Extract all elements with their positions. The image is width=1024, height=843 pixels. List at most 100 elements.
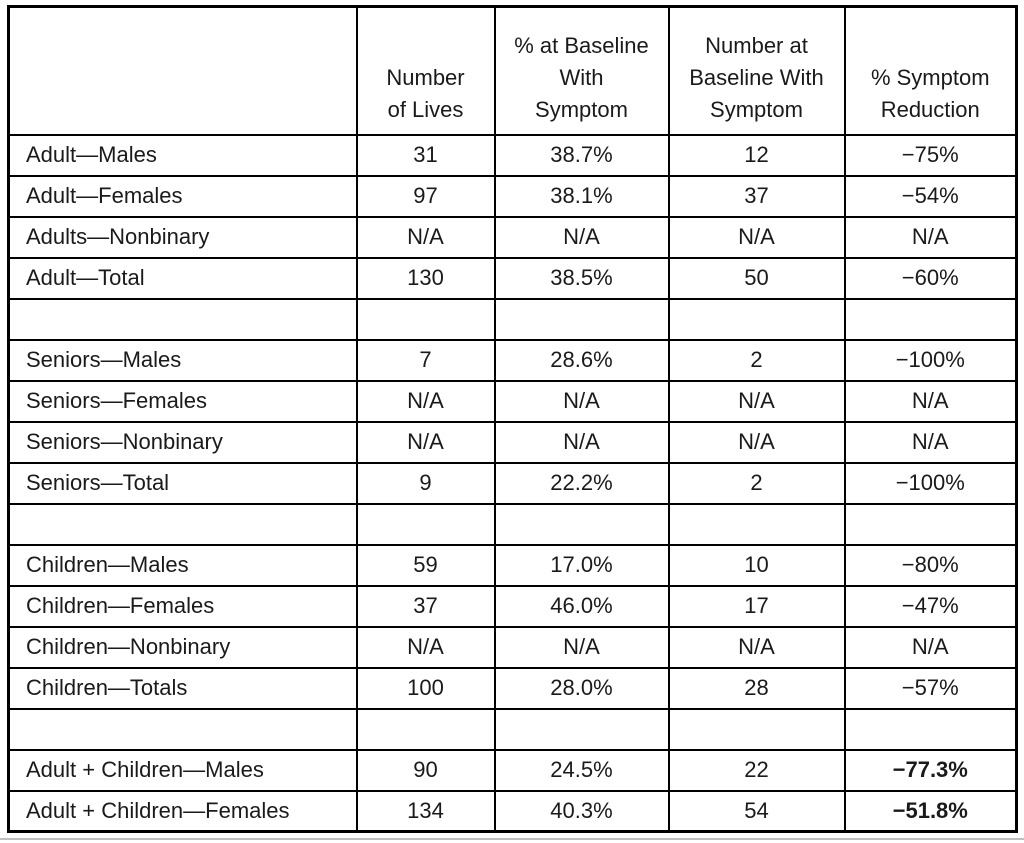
row-label: Children—Females [7, 584, 358, 628]
cell-number-of-lives: 7 [355, 338, 496, 382]
cell-number-at-baseline-with-symptom: 28 [667, 666, 846, 710]
empty-cell [843, 297, 1018, 341]
table-row: Children—Totals 100 28.0% 28 −57% [7, 666, 1018, 710]
table-row: Seniors—Females N/A N/A N/A N/A [7, 379, 1018, 423]
cell-number-of-lives: N/A [355, 420, 496, 464]
empty-cell [667, 707, 846, 751]
column-header-pct-symptom-reduction: % Symptom Reduction [843, 5, 1018, 136]
row-label: Adult—Males [7, 133, 358, 177]
empty-cell [843, 502, 1018, 546]
table-row: Seniors—Total 9 22.2% 2 −100% [7, 461, 1018, 505]
cell-number-of-lives: 100 [355, 666, 496, 710]
empty-cell [355, 297, 496, 341]
cell-pct-at-baseline-with-symptom: 22.2% [493, 461, 670, 505]
cell-number-at-baseline-with-symptom: N/A [667, 379, 846, 423]
cell-pct-at-baseline-with-symptom: 46.0% [493, 584, 670, 628]
spacer-row [7, 297, 1018, 341]
cell-pct-symptom-reduction: −57% [843, 666, 1018, 710]
cell-pct-at-baseline-with-symptom: 17.0% [493, 543, 670, 587]
cell-number-at-baseline-with-symptom: 37 [667, 174, 846, 218]
row-label: Seniors—Nonbinary [7, 420, 358, 464]
cell-number-at-baseline-with-symptom: 22 [667, 748, 846, 792]
header-row: Number of Lives% at Baseline With Sympto… [7, 5, 1018, 136]
cell-number-at-baseline-with-symptom: 2 [667, 461, 846, 505]
cell-number-of-lives: N/A [355, 625, 496, 669]
row-label: Adult + Children—Males [7, 748, 358, 792]
row-label: Seniors—Males [7, 338, 358, 382]
cell-number-of-lives: 130 [355, 256, 496, 300]
cell-number-at-baseline-with-symptom: 10 [667, 543, 846, 587]
cell-pct-at-baseline-with-symptom: 28.0% [493, 666, 670, 710]
table-header: Number of Lives% at Baseline With Sympto… [7, 5, 1018, 136]
empty-cell [843, 707, 1018, 751]
scan-shadow-line [0, 838, 1024, 840]
empty-cell [355, 707, 496, 751]
row-label: Children—Totals [7, 666, 358, 710]
cell-number-of-lives: 37 [355, 584, 496, 628]
cell-number-at-baseline-with-symptom: 17 [667, 584, 846, 628]
column-header-pct-at-baseline-with-symptom: % at Baseline With Symptom [493, 5, 670, 136]
cell-pct-at-baseline-with-symptom: N/A [493, 420, 670, 464]
cell-number-at-baseline-with-symptom: 54 [667, 789, 846, 833]
cell-pct-at-baseline-with-symptom: N/A [493, 215, 670, 259]
cell-pct-at-baseline-with-symptom: 40.3% [493, 789, 670, 833]
cell-pct-symptom-reduction: N/A [843, 379, 1018, 423]
cell-number-of-lives: N/A [355, 215, 496, 259]
cell-number-of-lives: N/A [355, 379, 496, 423]
cell-number-of-lives: 90 [355, 748, 496, 792]
cell-pct-symptom-reduction: −60% [843, 256, 1018, 300]
table-row: Adult + Children—Females 134 40.3% 54 −51.8% [7, 789, 1018, 833]
cell-pct-at-baseline-with-symptom: 38.1% [493, 174, 670, 218]
empty-cell [493, 502, 670, 546]
cell-number-of-lives: 31 [355, 133, 496, 177]
cell-number-at-baseline-with-symptom: N/A [667, 625, 846, 669]
row-label: Adult—Total [7, 256, 358, 300]
spacer-row [7, 502, 1018, 546]
row-label: Adults—Nonbinary [7, 215, 358, 259]
table-row: Adult—Females 97 38.1% 37 −54% [7, 174, 1018, 218]
cell-pct-symptom-reduction: −75% [843, 133, 1018, 177]
cell-pct-symptom-reduction: −100% [843, 461, 1018, 505]
cell-pct-at-baseline-with-symptom: N/A [493, 379, 670, 423]
empty-cell [7, 502, 358, 546]
empty-cell [7, 297, 358, 341]
empty-cell [493, 297, 670, 341]
row-label: Seniors—Females [7, 379, 358, 423]
table-row: Children—Females 37 46.0% 17 −47% [7, 584, 1018, 628]
cell-pct-symptom-reduction: −77.3% [843, 748, 1018, 792]
row-label: Adult—Females [7, 174, 358, 218]
row-label: Children—Nonbinary [7, 625, 358, 669]
cell-number-at-baseline-with-symptom: N/A [667, 215, 846, 259]
cell-pct-symptom-reduction: N/A [843, 625, 1018, 669]
cell-pct-at-baseline-with-symptom: 24.5% [493, 748, 670, 792]
symptom-reduction-table: Number of Lives% at Baseline With Sympto… [7, 5, 1018, 833]
cell-pct-symptom-reduction: −100% [843, 338, 1018, 382]
cell-number-at-baseline-with-symptom: N/A [667, 420, 846, 464]
column-header-number-of-lives: Number of Lives [355, 5, 496, 136]
row-label: Seniors—Total [7, 461, 358, 505]
cell-pct-at-baseline-with-symptom: N/A [493, 625, 670, 669]
row-label: Adult + Children—Females [7, 789, 358, 833]
empty-cell [493, 707, 670, 751]
table-row: Seniors—Nonbinary N/A N/A N/A N/A [7, 420, 1018, 464]
table-row: Adult—Males 31 38.7% 12 −75% [7, 133, 1018, 177]
cell-pct-symptom-reduction: −51.8% [843, 789, 1018, 833]
cell-pct-at-baseline-with-symptom: 28.6% [493, 338, 670, 382]
cell-number-at-baseline-with-symptom: 12 [667, 133, 846, 177]
cell-pct-symptom-reduction: N/A [843, 420, 1018, 464]
cell-pct-at-baseline-with-symptom: 38.7% [493, 133, 670, 177]
cell-number-of-lives: 134 [355, 789, 496, 833]
cell-pct-at-baseline-with-symptom: 38.5% [493, 256, 670, 300]
empty-cell [7, 707, 358, 751]
table-row: Adult + Children—Males 90 24.5% 22 −77.3% [7, 748, 1018, 792]
cell-pct-symptom-reduction: −47% [843, 584, 1018, 628]
cell-number-of-lives: 9 [355, 461, 496, 505]
row-label: Children—Males [7, 543, 358, 587]
spacer-row [7, 707, 1018, 751]
cell-pct-symptom-reduction: −80% [843, 543, 1018, 587]
table-row: Adults—Nonbinary N/A N/A N/A N/A [7, 215, 1018, 259]
cell-number-at-baseline-with-symptom: 2 [667, 338, 846, 382]
column-header-category [7, 5, 358, 136]
cell-number-of-lives: 97 [355, 174, 496, 218]
